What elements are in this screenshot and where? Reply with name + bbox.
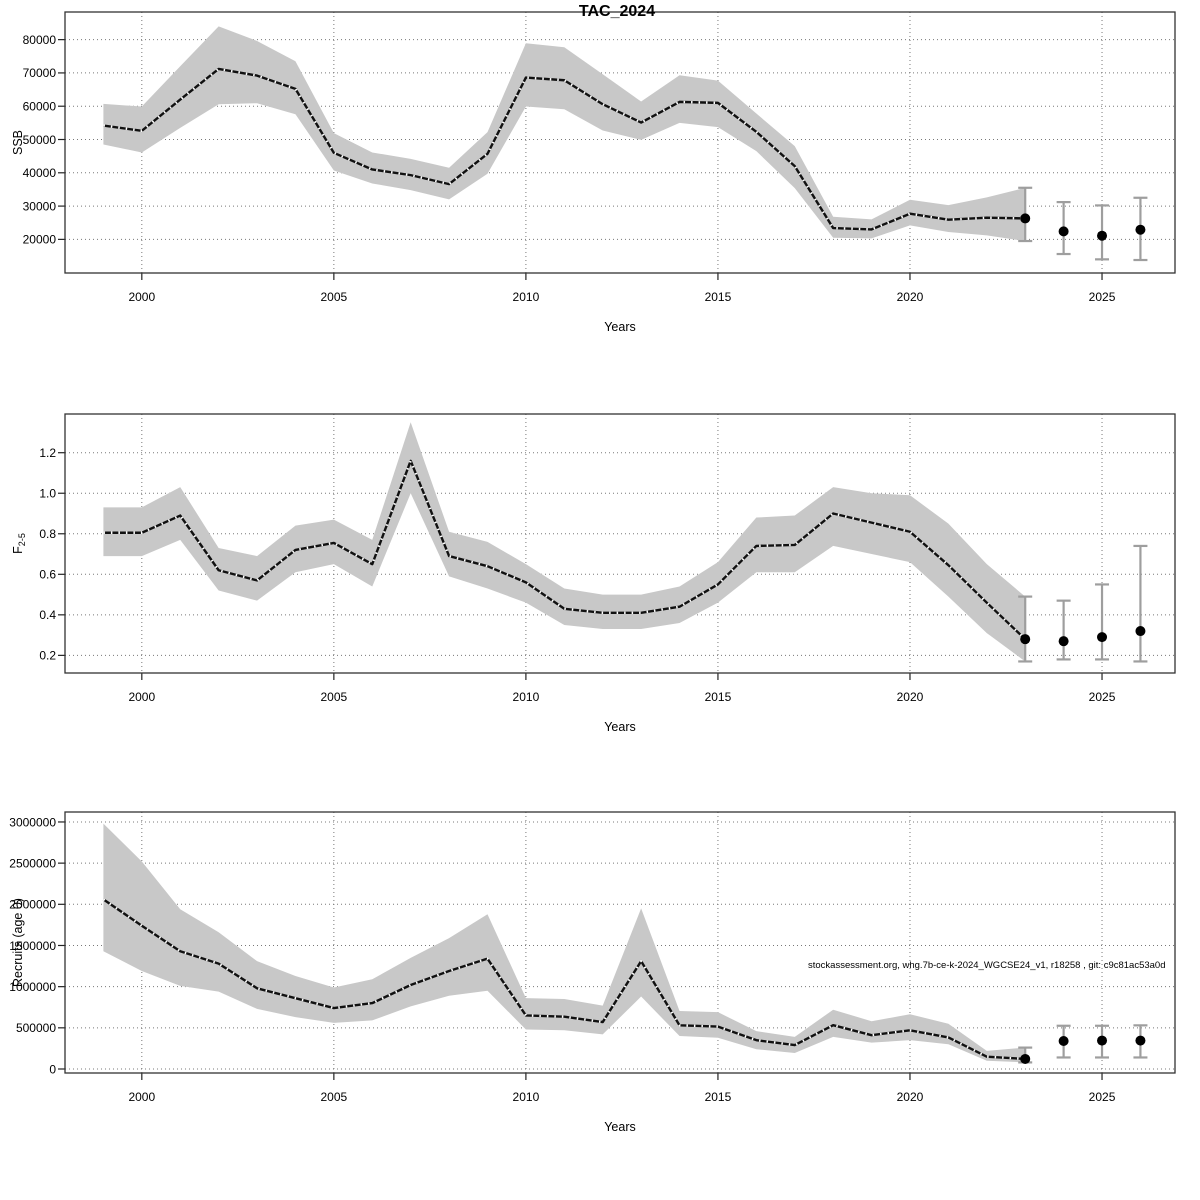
y-tick-label: 0.8 xyxy=(39,527,56,541)
x-tick-label: 2015 xyxy=(705,1090,732,1104)
forecast-point xyxy=(1020,213,1031,224)
x-tick-label: 2005 xyxy=(321,290,348,304)
x-tick-label: 2025 xyxy=(1089,690,1116,704)
forecast-point xyxy=(1135,224,1146,235)
x-tick-label: 2005 xyxy=(321,1090,348,1104)
panel-f-mortality: 0.2 0.4 0.6 0.8 1.0 1.2 2000 2005 2010 2015 2020 20… xyxy=(11,413,1176,734)
y-tick-label: 1000000 xyxy=(9,980,56,994)
x-tick-label: 2020 xyxy=(897,290,924,304)
x-tick-label: 2020 xyxy=(897,690,924,704)
panel-recruits: 0 500000 1000000 1500000 2000000 2500000 30000… xyxy=(9,811,1176,1134)
y-tick-label: 0.4 xyxy=(39,608,56,622)
y-tick-label: 1.0 xyxy=(39,487,56,501)
x-tick-label: 2015 xyxy=(705,290,732,304)
panel-ssb: 20000 30000 40000 50000 60000 70000 80000 2000 2… xyxy=(11,11,1176,334)
forecast-point xyxy=(1020,1053,1031,1064)
x-tick-label: 2010 xyxy=(513,290,540,304)
estimate-line xyxy=(102,898,1026,1061)
forecast-point xyxy=(1135,1035,1146,1046)
forecast-point xyxy=(1135,626,1146,637)
plot-box xyxy=(64,811,1176,1074)
y-tick-label: 80000 xyxy=(23,33,57,47)
confidence-band xyxy=(103,823,1026,1063)
forecast-point xyxy=(1097,230,1108,241)
x-axis-label: Years xyxy=(604,1120,636,1134)
plot-box xyxy=(64,11,1176,274)
x-axis-label: Years xyxy=(604,720,636,734)
x-tick-label: 2015 xyxy=(705,690,732,704)
x-tick-label: 2025 xyxy=(1089,290,1116,304)
y-tick-label: 0 xyxy=(49,1062,56,1076)
x-tick-label: 2000 xyxy=(128,690,155,704)
y-tick-label: 1.2 xyxy=(39,446,56,460)
y-tick-label: 70000 xyxy=(23,66,57,80)
y-tick-label: 2500000 xyxy=(9,856,56,870)
y-tick-label: 1500000 xyxy=(9,939,56,953)
y-tick-label: 0.2 xyxy=(39,649,56,663)
y-tick-label: 50000 xyxy=(23,133,57,147)
y-tick-label: 500000 xyxy=(16,1021,56,1035)
plot-box xyxy=(64,413,1176,674)
y-tick-label: 0.6 xyxy=(39,568,56,582)
confidence-band xyxy=(103,422,1026,662)
x-tick-label: 2005 xyxy=(321,690,348,704)
y-axis-label: SSB xyxy=(11,130,25,155)
x-tick-label: 2020 xyxy=(897,1090,924,1104)
y-tick-label: 40000 xyxy=(23,166,57,180)
x-tick-label: 2025 xyxy=(1089,1090,1116,1104)
forecast-point xyxy=(1097,632,1108,643)
y-axis-label: F2-5 xyxy=(11,533,27,554)
forecast-point xyxy=(1058,636,1069,647)
x-tick-label: 2000 xyxy=(128,290,155,304)
estimate-line xyxy=(103,459,1027,641)
forecast-point xyxy=(1058,1036,1069,1047)
y-tick-label: 2000000 xyxy=(9,898,56,912)
y-tick-label: 3000000 xyxy=(9,815,56,829)
y-tick-label: 30000 xyxy=(23,199,57,213)
y-axis-label: Recruits (age 0) xyxy=(11,898,25,987)
estimate-line xyxy=(103,67,1026,231)
forecast-point xyxy=(1058,226,1069,237)
watermark: stockassessment.org, whg.7b-ce-k-2024_WG… xyxy=(808,960,1166,971)
y-tick-label: 60000 xyxy=(23,100,57,114)
y-tick-label: 20000 xyxy=(23,233,57,247)
x-tick-label: 2010 xyxy=(513,690,540,704)
confidence-band xyxy=(103,26,1026,242)
forecast-point xyxy=(1020,634,1031,645)
x-tick-label: 2010 xyxy=(513,1090,540,1104)
forecast-point xyxy=(1097,1035,1108,1046)
chart-title: TAC_2024 xyxy=(579,3,655,20)
x-axis-label: Years xyxy=(604,320,636,334)
x-tick-label: 2000 xyxy=(128,1090,155,1104)
